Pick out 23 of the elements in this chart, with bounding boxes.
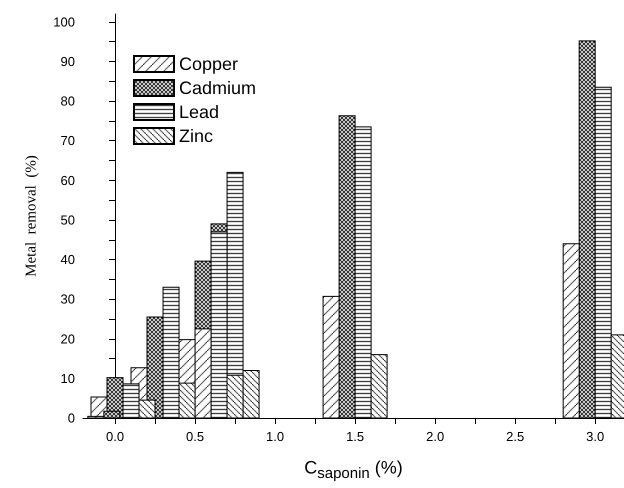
y-tick-label: 60 <box>60 172 75 188</box>
y-tick-label: 100 <box>53 14 75 30</box>
y-tick-label: 80 <box>60 94 75 109</box>
y-tick-label: 20 <box>60 331 75 346</box>
legend-label: Lead <box>179 102 220 122</box>
legend-label: Copper <box>179 54 238 74</box>
y-tick-label: 90 <box>60 54 75 70</box>
y-tick-label: 40 <box>60 252 75 268</box>
y-tick-label: 10 <box>60 370 75 386</box>
x-tick-label: 0.0 <box>106 429 124 444</box>
y-axis-title: Metal removal (%) <box>24 155 40 277</box>
legend-label: Cadmium <box>179 78 256 98</box>
x-tick-label: 3.0 <box>586 429 604 444</box>
x-tick-label: 0.5 <box>186 429 204 444</box>
y-tick-label: 0 <box>68 410 75 426</box>
x-tick-label: 1.5 <box>346 429 364 444</box>
x-tick-label: 2.5 <box>506 429 524 444</box>
legend-label: Zinc <box>179 126 214 146</box>
y-tick-label: 50 <box>60 212 75 228</box>
x-tick-label: 1.0 <box>266 429 284 444</box>
y-tick-label: 70 <box>60 133 75 148</box>
x-tick-label: 2.0 <box>426 429 444 444</box>
y-tick-label: 30 <box>60 292 75 307</box>
